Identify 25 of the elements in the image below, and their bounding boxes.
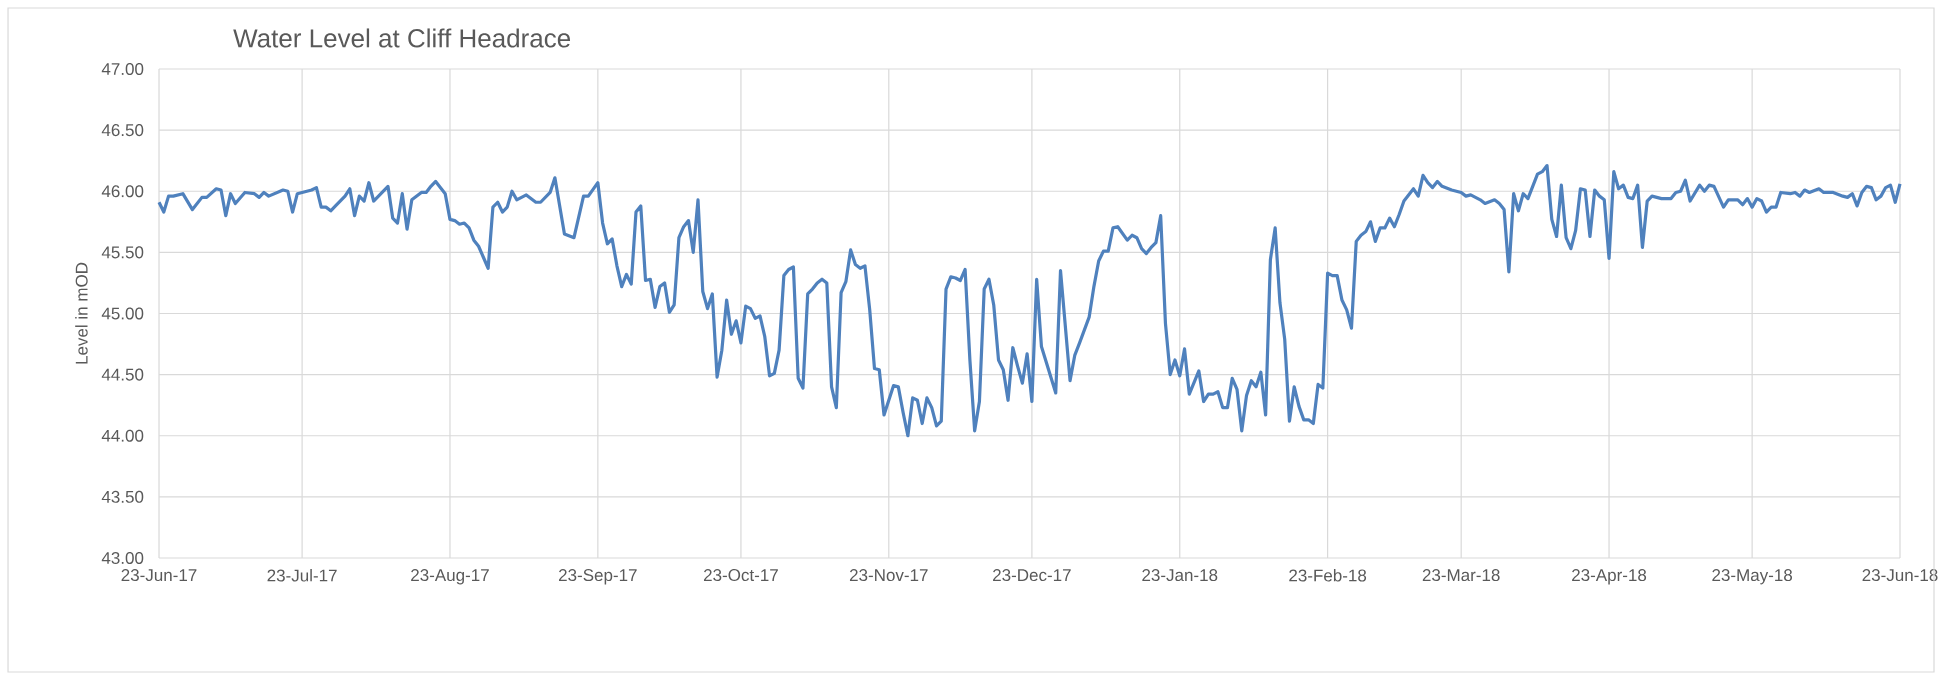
y-tick-label: 45.00 bbox=[101, 307, 144, 320]
x-tick-label: 23-May-18 bbox=[1712, 569, 1793, 585]
y-tick-label: 46.50 bbox=[101, 124, 144, 137]
y-tick-label: 46.00 bbox=[101, 185, 144, 198]
x-tick-label: 23-Dec-17 bbox=[993, 569, 1071, 582]
x-tick-label: 23-Apr-18 bbox=[1572, 569, 1647, 585]
chart-title: Water Level at Cliff Headrace bbox=[233, 28, 571, 48]
line-series bbox=[157, 163, 1902, 438]
x-tick-label: 23-Mar-18 bbox=[1422, 569, 1500, 582]
x-tick-label: 23-Jun-18 bbox=[1862, 569, 1938, 582]
x-tick-label: 23-Oct-17 bbox=[703, 569, 778, 582]
y-axis-title: Level in mOD bbox=[75, 262, 88, 364]
x-tick-label: 23-Jan-18 bbox=[1142, 569, 1218, 582]
x-tick-label: 23-Jul-17 bbox=[267, 569, 337, 582]
y-tick-label: 44.50 bbox=[101, 368, 144, 381]
x-tick-label: 23-Feb-18 bbox=[1289, 569, 1367, 582]
x-tick-label: 23-Sep-17 bbox=[558, 569, 637, 585]
y-tick-label: 44.00 bbox=[101, 429, 144, 442]
x-tick-label: 23-Nov-17 bbox=[849, 569, 928, 582]
y-tick-label: 43.50 bbox=[101, 490, 144, 503]
x-tick-label: 23-Jun-17 bbox=[121, 569, 197, 582]
y-tick-label: 45.50 bbox=[101, 246, 144, 259]
x-tick-label: 23-Aug-17 bbox=[411, 569, 489, 585]
y-tick-label: 47.00 bbox=[101, 63, 144, 76]
y-tick-label: 43.00 bbox=[101, 551, 144, 564]
